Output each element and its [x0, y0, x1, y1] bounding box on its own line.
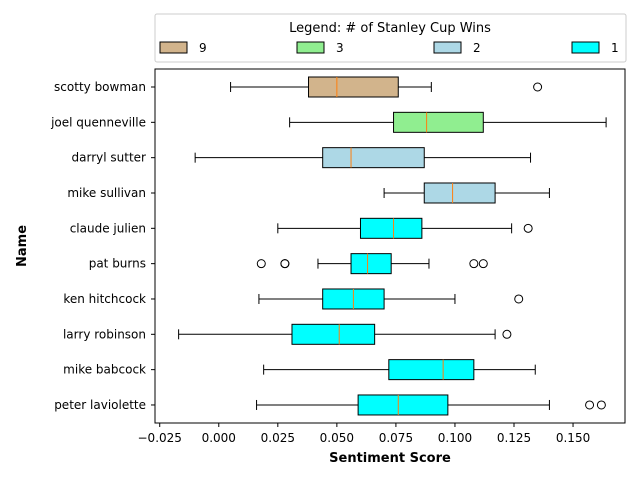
- legend-title: Legend: # of Stanley Cup Wins: [289, 21, 491, 36]
- y-tick-label: mike babcock: [63, 363, 146, 377]
- legend-entry-label: 2: [473, 41, 481, 55]
- iqr-box: [322, 147, 425, 169]
- x-tick-label: 0.125: [497, 431, 531, 445]
- box-larry-robinson: [178, 323, 512, 345]
- legend-swatch: [159, 41, 188, 54]
- y-tick-label: darryl sutter: [72, 151, 147, 165]
- outlier-point: [280, 259, 290, 269]
- box-mike-babcock: [263, 359, 536, 381]
- x-tick-label: 0.100: [438, 431, 472, 445]
- outlier-point: [514, 294, 524, 304]
- y-axis-label: Name: [15, 225, 30, 267]
- box-ken-hitchcock: [258, 288, 524, 310]
- x-tick-label: 0.150: [556, 431, 590, 445]
- iqr-box: [357, 394, 449, 416]
- iqr-box: [359, 217, 423, 239]
- legend-entry-label: 1: [611, 41, 619, 55]
- x-tick-label: 0.050: [320, 431, 354, 445]
- x-tick-label: 0.025: [261, 431, 295, 445]
- y-tick-label: larry robinson: [63, 327, 146, 341]
- iqr-box: [308, 76, 399, 98]
- y-tick-label: mike sullivan: [67, 186, 146, 200]
- legend-swatch: [296, 41, 325, 54]
- iqr-box: [350, 253, 392, 275]
- x-tick-label: 0.075: [379, 431, 413, 445]
- outlier-point: [502, 329, 512, 339]
- plot-area: [154, 68, 626, 424]
- box-scotty-bowman: [230, 76, 543, 98]
- box-claude-julien: [277, 217, 533, 239]
- outlier-point: [523, 223, 533, 233]
- outlier-point: [585, 400, 595, 410]
- x-tick-label: 0.000: [202, 431, 236, 445]
- y-tick-label: claude julien: [70, 221, 146, 235]
- outlier-point: [478, 259, 488, 269]
- box-joel-quenneville: [289, 111, 607, 133]
- x-tick-label: −0.025: [138, 431, 182, 445]
- box-mike-sullivan: [383, 182, 550, 204]
- plot-layer: [178, 76, 607, 416]
- iqr-box: [291, 323, 376, 345]
- legend-entry-label: 3: [336, 41, 344, 55]
- outlier-point: [533, 82, 543, 92]
- legend-swatch: [571, 41, 600, 54]
- iqr-box: [393, 111, 484, 133]
- box-pat-burns: [256, 253, 488, 275]
- legend: Legend: # of Stanley Cup Wins 9 3 2 1: [154, 13, 627, 63]
- legend-swatch: [433, 41, 462, 54]
- y-tick-label: peter laviolette: [54, 398, 146, 412]
- outlier-point: [469, 259, 479, 269]
- legend-entries: 9 3 2 1: [159, 41, 619, 55]
- legend-entry-label: 9: [199, 41, 207, 55]
- legend-frame: [154, 13, 627, 63]
- y-axis: scotty bowman joel quenneville darryl sutt…: [50, 80, 155, 412]
- y-tick-label: joel quenneville: [50, 115, 146, 129]
- x-axis-label: Sentiment Score: [329, 451, 451, 466]
- iqr-box: [388, 359, 475, 381]
- box-darryl-sutter: [194, 147, 532, 169]
- y-tick-label: ken hitchcock: [63, 292, 146, 306]
- iqr-box: [423, 182, 496, 204]
- y-tick-label: pat burns: [89, 257, 146, 271]
- outlier-point: [256, 259, 266, 269]
- outlier-point: [596, 400, 606, 410]
- x-axis: −0.025 0.000 0.025 0.050 0.075 0.100 0.125 0.15…: [138, 423, 590, 445]
- box-peter-laviolette: [256, 394, 606, 416]
- y-tick-label: scotty bowman: [54, 80, 146, 94]
